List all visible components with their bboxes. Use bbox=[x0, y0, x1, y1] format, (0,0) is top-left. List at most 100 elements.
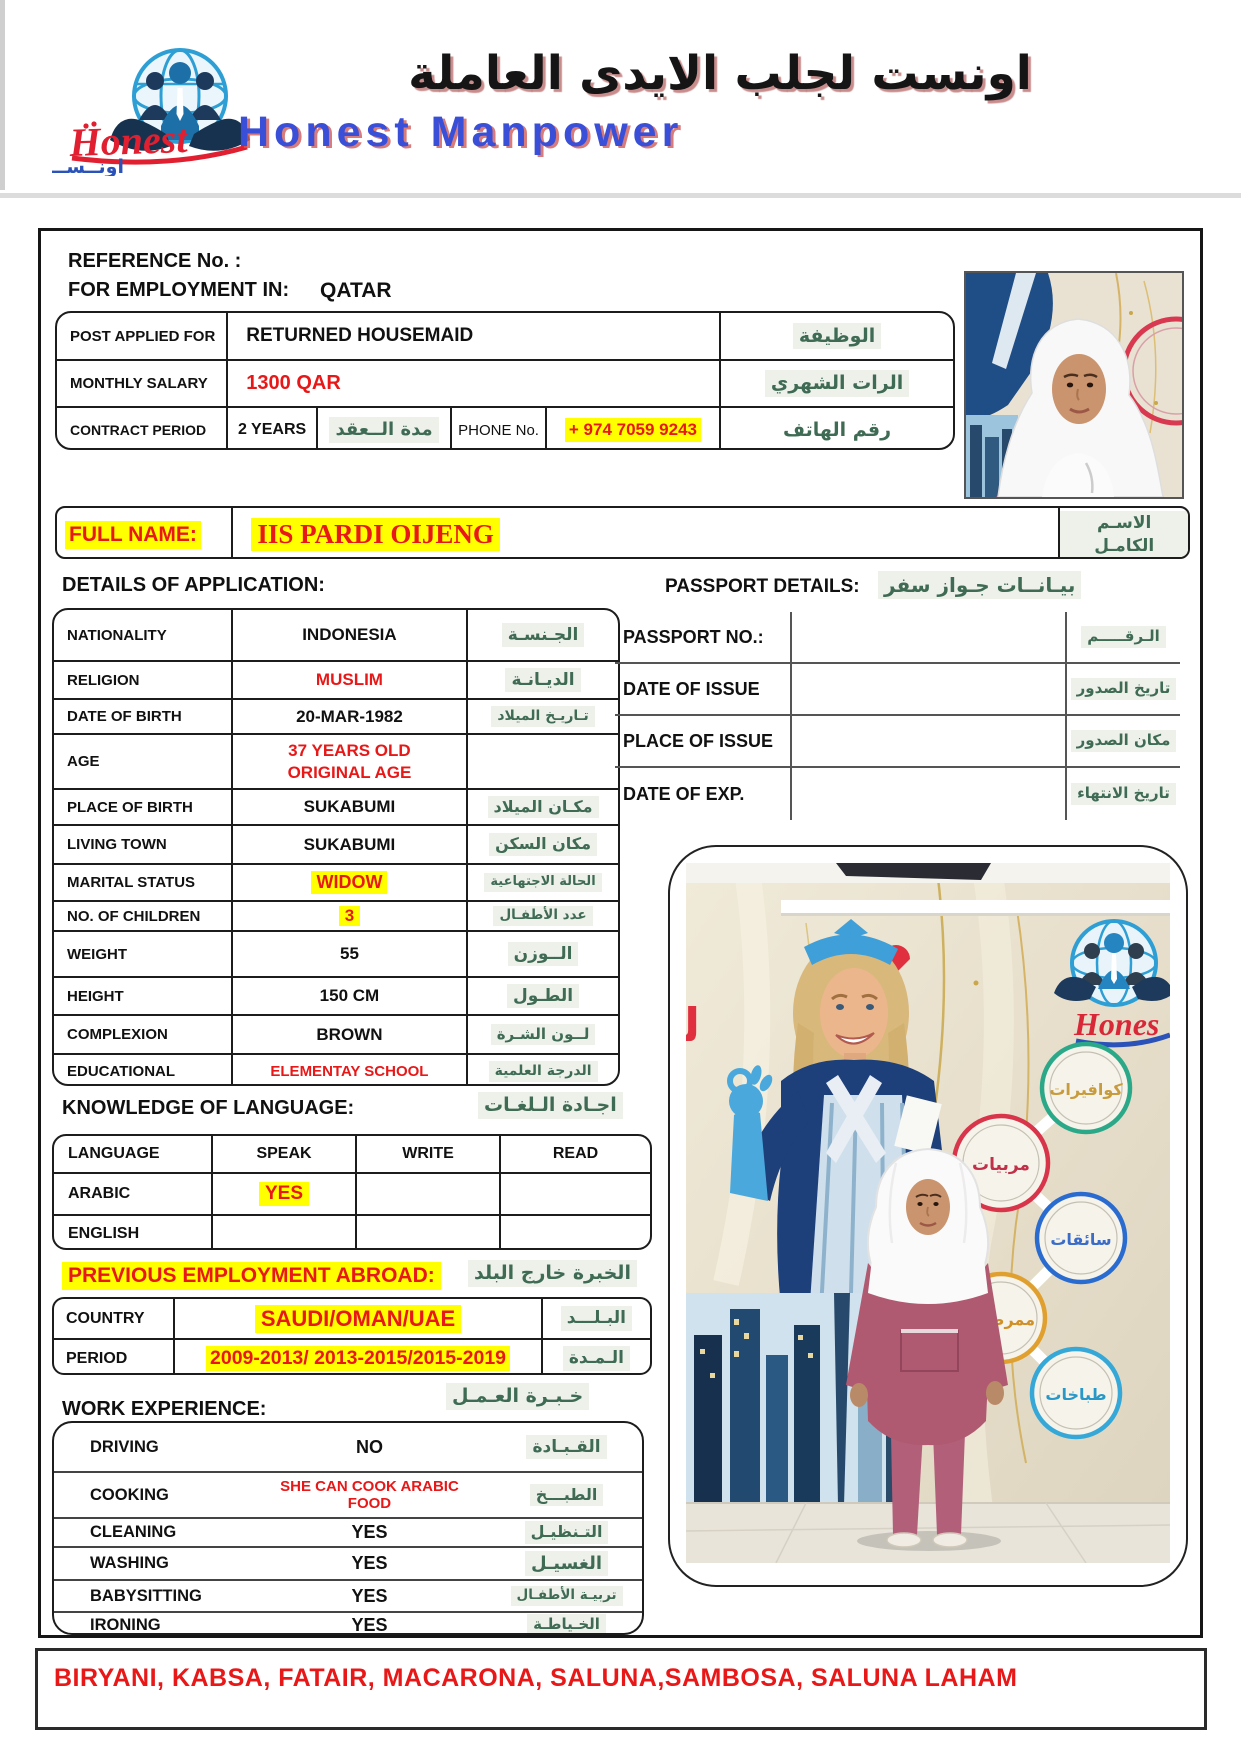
full-name-arabic: الاسـم الكامـل bbox=[1060, 511, 1188, 557]
detail-value: 37 YEARS OLD ORIGINAL AGE bbox=[287, 741, 412, 782]
work-row-label: COOKING bbox=[90, 1485, 169, 1504]
work-row-arabic: الغسيـل bbox=[525, 1550, 609, 1577]
page-title-arabic: اونست لجلب الايدى العاملة bbox=[408, 46, 1032, 101]
detail-arabic: لــون الشـرة bbox=[490, 1023, 596, 1046]
language-name: ENGLISH bbox=[68, 1225, 140, 1242]
detail-arabic: الحالة الاجتهاعية bbox=[484, 873, 602, 892]
work-row-label: CLEANING bbox=[90, 1523, 177, 1541]
language-heading-arabic: اجـادة الـلغـات bbox=[478, 1092, 623, 1119]
monthly-salary-value: 1300 QAR bbox=[226, 361, 719, 406]
detail-label: WEIGHT bbox=[67, 945, 127, 963]
monthly-salary-arabic: الرات الشهري bbox=[764, 370, 910, 397]
language-col-header: WRITE bbox=[355, 1136, 499, 1172]
detail-arabic: عدد الأطفـال bbox=[493, 906, 593, 926]
table-row: POST APPLIED FOR RETURNED HOUSEMAID الوظ… bbox=[57, 313, 953, 359]
detail-value: 3 bbox=[338, 906, 361, 926]
applicant-figure bbox=[846, 1147, 1008, 1551]
detail-label: HEIGHT bbox=[67, 987, 124, 1005]
work-row-value: YES bbox=[351, 1522, 388, 1542]
cooking-skills-text: BIRYANI, KABSA, FATAIR, MACARONA, SALUNA… bbox=[54, 1664, 1018, 1692]
applicant-fullbody-photo-frame bbox=[668, 845, 1188, 1587]
passport-row-label: DATE OF EXP. bbox=[623, 783, 745, 804]
detail-arabic: الديـانـة bbox=[505, 667, 581, 693]
work-experience-heading: WORK EXPERIENCE: bbox=[62, 1398, 267, 1420]
detail-value: ELEMENTAY SCHOOL bbox=[230, 1055, 466, 1084]
monthly-salary-label: MONTHLY SALARY bbox=[70, 375, 208, 392]
detail-label: MARITAL STATUS bbox=[67, 874, 196, 891]
service-circle-label: كوافيرات bbox=[1049, 1080, 1123, 1099]
poster-arabic-text: لجلب ا bbox=[686, 998, 700, 1052]
passport-row-arabic: تاريخ الانتهاء bbox=[1071, 783, 1176, 805]
passport-row-value bbox=[790, 612, 1065, 662]
work-row-label: IRONING bbox=[90, 1615, 161, 1634]
main-form-border bbox=[38, 228, 1203, 1638]
country-label: COUNTRY bbox=[66, 1309, 145, 1327]
detail-label: AGE bbox=[67, 753, 100, 770]
post-applied-arabic: الوظيفة bbox=[792, 322, 882, 350]
previous-employment-heading-arabic: الخبرة خارج البلد bbox=[468, 1260, 637, 1287]
passport-row-label: PASSPORT NO.: bbox=[623, 626, 764, 647]
period-label: PERIOD bbox=[66, 1349, 128, 1367]
language-read-value bbox=[499, 1216, 650, 1248]
applicant-headshot-photo bbox=[964, 271, 1184, 499]
detail-value: 150 CM bbox=[230, 978, 466, 1014]
table-row: MONTHLY SALARY 1300 QAR الرات الشهري bbox=[57, 359, 953, 406]
work-row-arabic: الطبـــخ bbox=[529, 1483, 604, 1507]
detail-label: LIVING TOWN bbox=[67, 836, 167, 853]
header-divider bbox=[0, 193, 1241, 198]
work-experience-table: DRIVING NO القـبـادة COOKING SHE CAN COO… bbox=[52, 1421, 644, 1635]
work-row-label: WASHING bbox=[90, 1554, 169, 1572]
honest-manpower-logo-icon: Honest اونــســت bbox=[52, 48, 250, 176]
work-row-value: YES bbox=[351, 1585, 388, 1606]
passport-row-arabic: تاريخ الصدور bbox=[1070, 678, 1177, 700]
contract-period-arabic: مدة الــعقد bbox=[329, 417, 439, 443]
detail-label: NO. OF CHILDREN bbox=[67, 907, 201, 925]
page-title-english: Honest Manpower bbox=[238, 108, 684, 156]
detail-value: SUKABUMI bbox=[230, 790, 466, 824]
phone-label: PHONE No. bbox=[450, 408, 545, 448]
detail-value: MUSLIM bbox=[230, 662, 466, 698]
detail-value: INDONESIA bbox=[230, 610, 466, 660]
work-row-arabic: التـنظيـل bbox=[524, 1521, 609, 1544]
country-arabic: البـلـــد bbox=[560, 1306, 632, 1331]
work-row-label: BABYSITTING bbox=[90, 1586, 202, 1605]
logo-wordmark: Honest bbox=[68, 116, 190, 165]
detail-label: NATIONALITY bbox=[67, 626, 167, 644]
passport-row-arabic: الـرقـــــم bbox=[1081, 626, 1166, 648]
language-heading: KNOWLEDGE OF LANGUAGE: bbox=[62, 1097, 355, 1119]
language-col-header: READ bbox=[499, 1136, 650, 1172]
previous-employment-table: COUNTRY SAUDI/OMAN/UAE البـلـــد PERIOD … bbox=[52, 1297, 652, 1375]
language-col-header: SPEAK bbox=[211, 1136, 355, 1172]
full-name-label: FULL NAME: bbox=[65, 520, 201, 549]
language-speak-value: YES bbox=[258, 1182, 310, 1206]
cooking-skills-banner: BIRYANI, KABSA, FATAIR, MACARONA, SALUNA… bbox=[35, 1648, 1207, 1730]
detail-arabic: مكـان الميلاد bbox=[487, 795, 599, 819]
language-name: ARABIC bbox=[68, 1185, 131, 1202]
passport-row-value bbox=[790, 716, 1065, 766]
poster-service-circles: كوافيرات مربيات سائقات ممرضات طباخات bbox=[951, 1041, 1133, 1440]
detail-label: DATE OF BIRTH bbox=[67, 708, 182, 725]
work-experience-heading-arabic: خـبـرة العـمـل bbox=[446, 1383, 590, 1410]
work-row-value: YES bbox=[351, 1614, 388, 1635]
poster-logo-wordmark: Hones bbox=[1073, 1006, 1159, 1042]
language-read-value bbox=[499, 1174, 650, 1214]
work-row-arabic: الخـياطـة bbox=[527, 1614, 606, 1633]
detail-arabic: الــوزن bbox=[507, 941, 579, 967]
country-value: SAUDI/OMAN/UAE bbox=[254, 1304, 462, 1333]
previous-employment-heading: PREVIOUS EMPLOYMENT ABROAD: bbox=[62, 1262, 441, 1290]
detail-value: 20-MAR-1982 bbox=[230, 700, 466, 733]
detail-label: PLACE OF BIRTH bbox=[67, 798, 193, 816]
language-speak-value bbox=[211, 1216, 355, 1248]
period-value: 2009-2013/ 2013-2015/2015-2019 bbox=[206, 1346, 511, 1371]
detail-arabic: الدرجة العلمية bbox=[488, 1061, 598, 1082]
contract-period-value: 2 YEARS bbox=[226, 408, 316, 448]
full-name-value: IIS PARDI OIJENG bbox=[251, 518, 500, 551]
detail-arabic: الطـول bbox=[507, 983, 580, 1009]
passport-row-label: PLACE OF ISSUE bbox=[623, 730, 774, 751]
detail-value: SUKABUMI bbox=[230, 826, 466, 863]
detail-value: BROWN bbox=[230, 1016, 466, 1053]
passport-row-label: DATE OF ISSUE bbox=[623, 678, 760, 699]
full-name-row: FULL NAME: IIS PARDI OIJENG الاسـم الكام… bbox=[55, 506, 1190, 559]
post-applied-value: RETURNED HOUSEMAID bbox=[226, 313, 719, 359]
